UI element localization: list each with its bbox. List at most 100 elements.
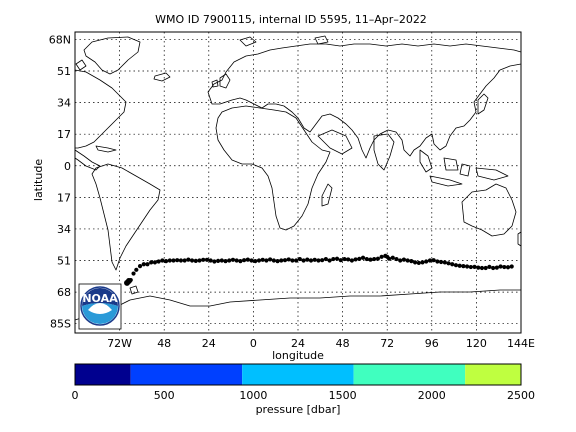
- data-point: [483, 265, 488, 271]
- data-point: [323, 256, 328, 262]
- data-point: [145, 262, 150, 267]
- data-point: [435, 259, 440, 264]
- colorbar-segment: [130, 364, 243, 385]
- data-point: [390, 255, 395, 260]
- data-point: [405, 258, 410, 263]
- data-point: [227, 258, 232, 263]
- data-point: [431, 258, 436, 263]
- y-tick-label: 51: [57, 65, 71, 78]
- data-point: [364, 256, 369, 262]
- float-track: [124, 253, 514, 286]
- data-point: [461, 264, 466, 269]
- x-tick-label: 96: [425, 337, 439, 350]
- data-point: [316, 258, 321, 263]
- colorbar-segment: [242, 364, 354, 385]
- colorbar-tick-label: 1500: [329, 389, 357, 402]
- data-point: [368, 257, 373, 262]
- x-tick-label: 72: [380, 337, 394, 350]
- data-point: [338, 258, 343, 263]
- data-point: [424, 259, 429, 264]
- data-point: [238, 258, 243, 264]
- data-point: [342, 256, 347, 262]
- data-point: [215, 258, 221, 264]
- y-tick-label: 68: [57, 286, 71, 299]
- colorbar-tick-label: 2000: [418, 389, 446, 402]
- x-tick-label: 48: [336, 337, 350, 350]
- data-point: [357, 256, 362, 261]
- data-point: [427, 258, 433, 263]
- data-point: [286, 257, 291, 262]
- data-point: [294, 258, 299, 263]
- chart-title: WMO ID 7900115, internal ID 5595, 11–Apr…: [155, 13, 427, 26]
- data-point: [230, 257, 236, 262]
- data-point: [134, 267, 139, 272]
- y-tick-label: 51: [57, 255, 71, 268]
- colorbar-segment: [353, 364, 466, 385]
- data-point: [219, 258, 224, 263]
- data-point: [234, 258, 239, 263]
- data-point: [453, 263, 459, 268]
- colorbar-frame: [74, 363, 522, 386]
- data-point: [412, 260, 418, 265]
- data-point: [509, 264, 514, 269]
- data-point: [312, 257, 317, 262]
- data-point: [457, 263, 462, 268]
- data-point: [253, 258, 258, 264]
- data-point: [223, 258, 228, 264]
- data-point: [264, 258, 269, 263]
- data-point: [476, 265, 481, 270]
- data-point: [353, 257, 358, 262]
- colorbar-tick-label: 2500: [507, 389, 535, 402]
- colorbar-tick-labels: 0 500 1000 1500 2000 2500: [72, 389, 536, 402]
- x-tick-label: 48: [157, 337, 171, 350]
- data-point: [189, 258, 195, 263]
- data-point: [160, 258, 165, 263]
- data-point: [494, 265, 499, 270]
- data-point: [212, 259, 217, 264]
- data-point: [334, 256, 340, 261]
- data-point: [208, 258, 213, 263]
- data-point: [178, 258, 184, 263]
- noaa-logo: NOAA: [78, 283, 122, 330]
- x-tick-label: 0: [250, 337, 257, 350]
- data-point: [446, 261, 451, 266]
- colorbar-segment: [75, 364, 131, 385]
- data-point: [398, 258, 403, 263]
- colorbar-tick-label: 1000: [239, 389, 267, 402]
- data-point: [256, 258, 262, 263]
- data-point: [502, 264, 507, 270]
- data-point: [171, 258, 176, 263]
- y-tick-label: 17: [57, 128, 71, 141]
- data-point: [487, 264, 492, 269]
- data-point: [141, 262, 146, 267]
- data-point: [401, 257, 407, 262]
- y-axis-label: latitude: [32, 159, 45, 201]
- data-point: [186, 257, 191, 262]
- colorbar-tick-label: 0: [72, 389, 79, 402]
- data-point: [275, 258, 280, 264]
- grid-lines: [75, 32, 521, 333]
- data-point: [372, 256, 377, 262]
- x-axis-label: longitude: [272, 349, 324, 362]
- data-point: [450, 262, 455, 267]
- x-tick-label: 24: [202, 337, 216, 350]
- data-point: [163, 258, 169, 264]
- data-point: [320, 258, 325, 263]
- data-point: [128, 277, 133, 283]
- data-point: [137, 264, 143, 269]
- data-point: [301, 258, 306, 263]
- data-point: [245, 257, 250, 262]
- data-point: [182, 258, 187, 263]
- coastlines: [74, 35, 522, 334]
- y-tick-label: 34: [57, 223, 71, 236]
- data-point: [175, 258, 180, 263]
- data-point: [442, 260, 447, 265]
- data-point: [379, 254, 384, 259]
- data-point: [149, 260, 154, 265]
- y-tick-label: 34: [57, 97, 71, 110]
- data-point: [271, 258, 276, 263]
- colorbar-tick-label: 500: [154, 389, 175, 402]
- colorbar-label: pressure [dbar]: [256, 403, 341, 416]
- data-point: [131, 271, 136, 276]
- data-point: [197, 258, 202, 263]
